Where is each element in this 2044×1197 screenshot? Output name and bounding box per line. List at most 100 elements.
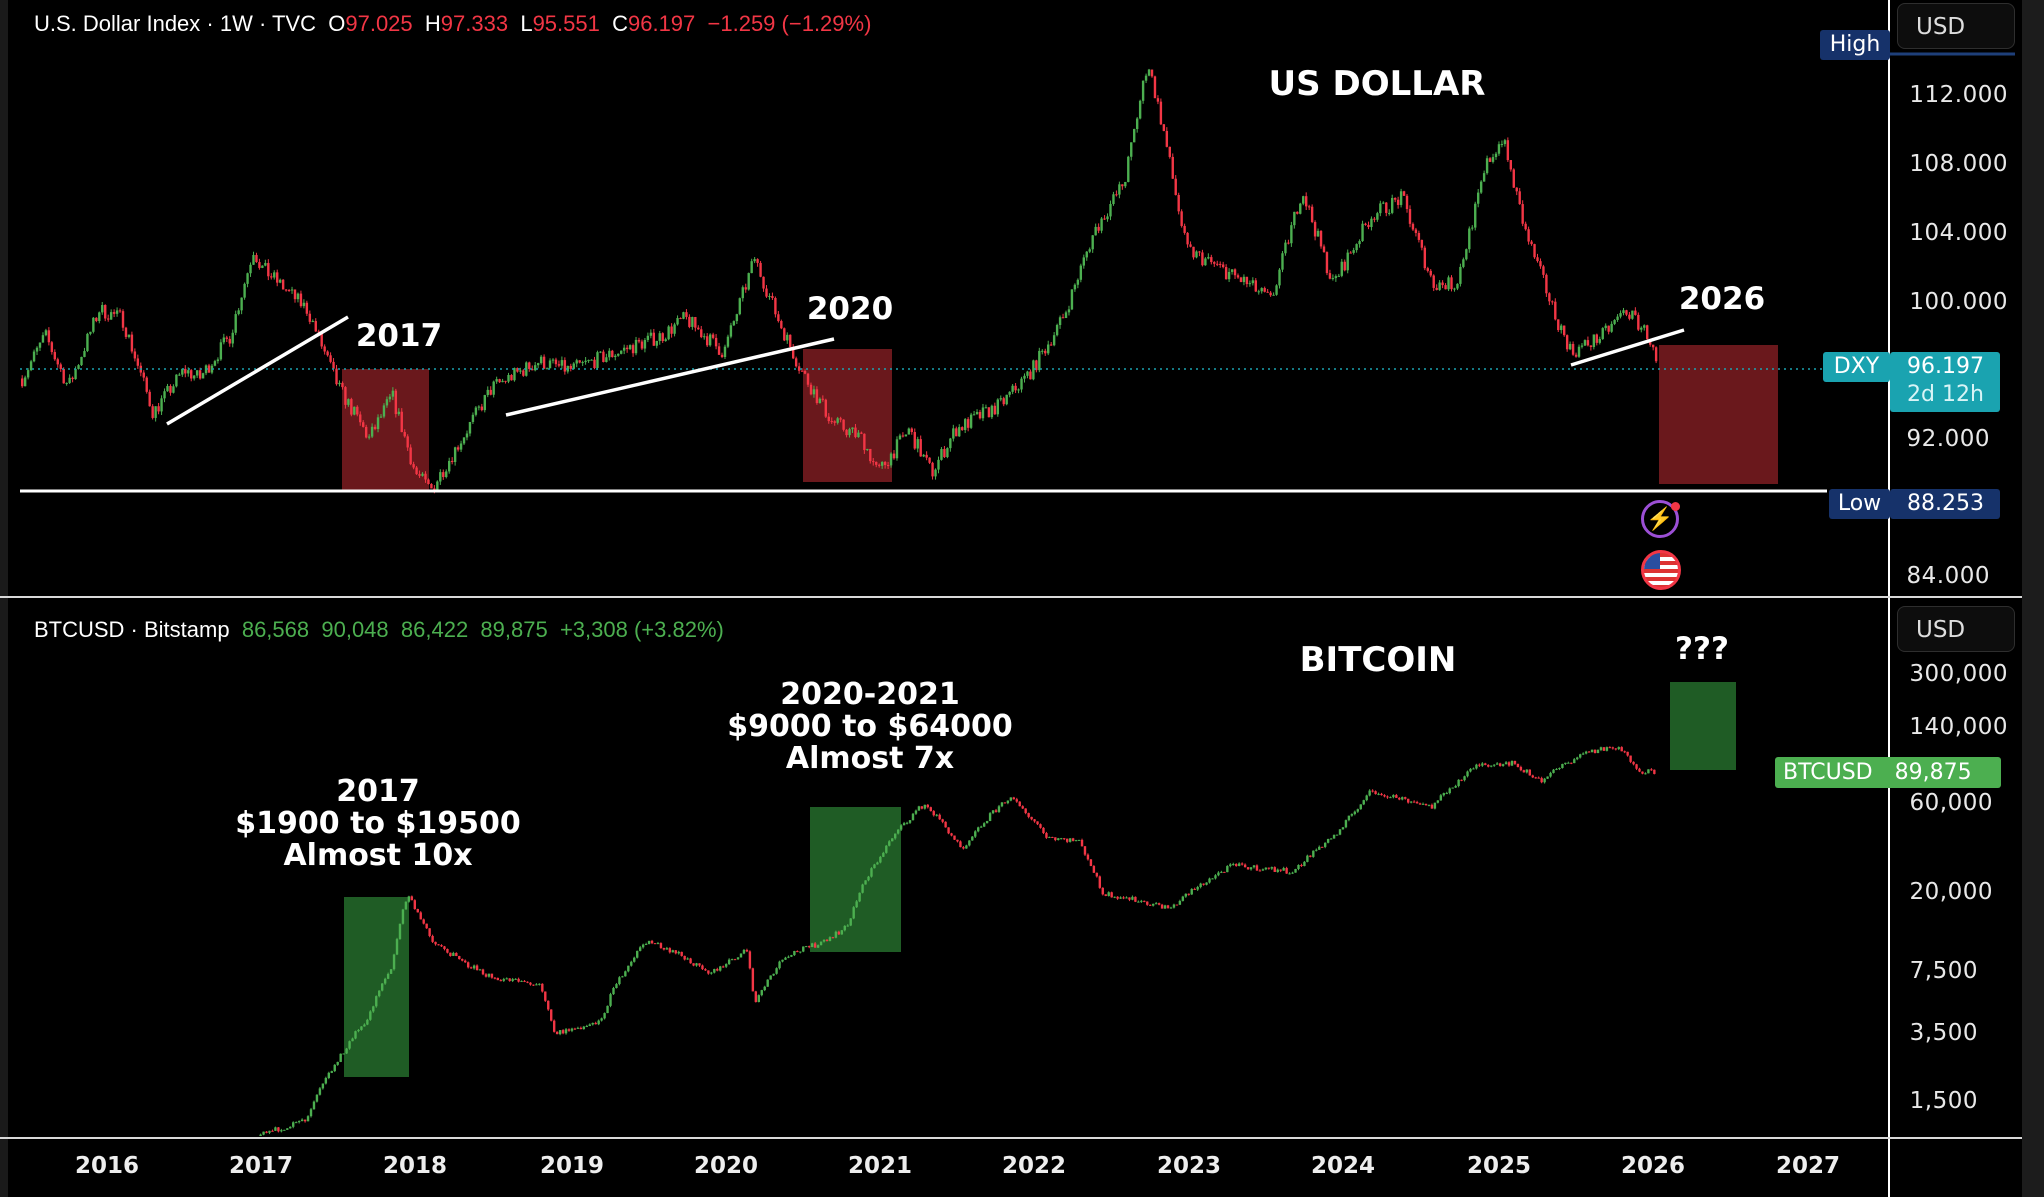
candle-body — [855, 901, 858, 908]
candle-body — [357, 1029, 360, 1032]
candle-body — [277, 1127, 280, 1132]
candle-body — [1388, 212, 1391, 214]
candle-body — [1365, 795, 1368, 801]
candle-body — [261, 265, 264, 268]
candle-body — [385, 399, 389, 406]
candle-body — [762, 276, 765, 289]
candle-body — [101, 305, 104, 313]
candle-body — [323, 346, 326, 352]
btc-symbol[interactable]: BTCUSD · Bitstamp — [34, 617, 230, 642]
candle-body — [1211, 878, 1214, 880]
btc-tick: 300,000 — [1909, 661, 2008, 687]
candle-body — [41, 335, 45, 343]
btc-tick: 140,000 — [1909, 714, 2008, 740]
candle-body — [418, 474, 421, 476]
candle-body — [351, 1038, 354, 1042]
candle-body — [1162, 124, 1166, 131]
candle-body — [893, 833, 897, 839]
candle-body — [1500, 144, 1504, 146]
candle-body — [925, 454, 928, 458]
candle-body — [630, 961, 633, 966]
candle-body — [1310, 206, 1314, 223]
candle-body — [1032, 360, 1035, 380]
dxy-symbol[interactable]: U.S. Dollar Index · 1W · TVC — [34, 11, 316, 36]
candle-body — [394, 390, 398, 415]
candle-body — [127, 334, 131, 337]
candle-body — [688, 316, 691, 327]
candle-body — [480, 406, 484, 411]
close-value: 89,875 — [480, 617, 548, 642]
candle-body — [996, 399, 1000, 415]
candle-body — [1512, 169, 1515, 188]
candle-body — [536, 363, 540, 366]
candle-body — [615, 984, 618, 989]
candle-body — [873, 864, 876, 869]
candle-body — [1595, 334, 1599, 343]
candle-body — [911, 813, 915, 821]
candle-body — [697, 327, 700, 330]
candle-body — [1501, 764, 1505, 766]
candle-body — [350, 399, 353, 415]
candle-body — [1077, 839, 1081, 841]
candle-body — [913, 432, 916, 449]
candle-body — [824, 399, 828, 417]
candle-body — [364, 426, 368, 438]
candle-body — [1048, 836, 1051, 838]
btc-2017-note: 2017 $1900 to $19500 Almost 10x — [235, 776, 520, 872]
candle-body — [914, 810, 918, 814]
candle-body — [109, 312, 113, 320]
candle-body — [781, 959, 784, 962]
dxy-currency-button[interactable]: USD — [1897, 3, 2015, 49]
candle-body — [1432, 275, 1435, 288]
candle-body — [1227, 271, 1231, 280]
candle-body — [710, 972, 713, 974]
candle-body — [1598, 338, 1601, 343]
lightning-event-icon[interactable]: ⚡ — [1641, 500, 1679, 538]
candle-body — [1417, 232, 1421, 240]
candle-body — [1264, 867, 1268, 870]
candle-body — [62, 368, 65, 384]
candle-body — [1647, 769, 1650, 774]
candle-body — [834, 931, 838, 938]
candle-body — [617, 353, 620, 356]
candle-body — [1653, 769, 1656, 774]
candle-body — [815, 389, 819, 404]
candle-body — [190, 370, 193, 379]
candle-body — [302, 302, 306, 307]
candle-body — [1513, 760, 1517, 764]
candle-body — [1095, 872, 1099, 877]
candle-body — [685, 312, 688, 317]
candle-body — [335, 368, 338, 385]
candle-body — [1646, 325, 1649, 340]
candle-body — [1548, 293, 1551, 302]
candle-body — [330, 1071, 333, 1073]
candle-body — [121, 311, 125, 328]
us-flag-event-icon[interactable] — [1641, 550, 1681, 590]
dxy-tick: 100.000 — [1909, 289, 2008, 315]
candle-body — [1131, 896, 1134, 900]
candle-body — [104, 305, 107, 319]
candle-body — [1328, 273, 1332, 279]
candle-body — [300, 1119, 304, 1122]
candle-body — [1540, 778, 1543, 783]
btc-currency-button[interactable]: USD — [1897, 606, 2015, 652]
candle-body — [547, 1000, 550, 1010]
candle-body — [1359, 804, 1362, 810]
candle-body — [882, 852, 885, 857]
candle-body — [1423, 247, 1427, 269]
candle-body — [293, 289, 297, 300]
candle-body — [1098, 876, 1102, 888]
candle-body — [431, 935, 434, 942]
candle-body — [1599, 747, 1603, 750]
candle-body — [1138, 100, 1142, 119]
open-label: O — [328, 11, 346, 36]
candle-body — [1300, 864, 1303, 867]
candle-body — [1307, 206, 1311, 208]
candle-body — [1230, 269, 1234, 272]
candle-body — [363, 1024, 366, 1027]
candle-body — [757, 995, 760, 1002]
candle-body — [289, 1126, 292, 1129]
candle-body — [1651, 344, 1655, 348]
candle-body — [326, 351, 329, 356]
